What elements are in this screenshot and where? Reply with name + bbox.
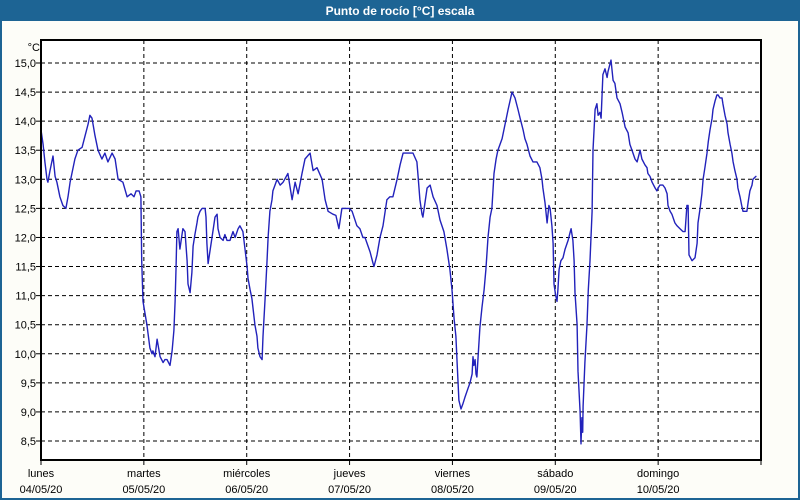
x-day-name-label: martes bbox=[127, 468, 161, 480]
y-tick-label: 11,5 bbox=[15, 262, 36, 274]
x-axis-labels: lunes 04/05/20 martes 05/05/20 miércoles 06/0… bbox=[20, 468, 680, 496]
horizontal-gridlines bbox=[41, 62, 761, 442]
x-day-name-label: sábado bbox=[537, 468, 573, 480]
vertical-gridlines bbox=[143, 40, 659, 460]
x-day-name-label: domingo bbox=[637, 468, 679, 480]
y-axis-unit-label: °C bbox=[28, 42, 40, 54]
y-tick-label: 14,0 bbox=[15, 116, 36, 128]
y-tick-label: 10,0 bbox=[15, 349, 36, 361]
y-tick-label: 10,5 bbox=[15, 320, 36, 332]
y-tick-label: 12,5 bbox=[15, 203, 36, 215]
y-tick-label: 8,5 bbox=[21, 436, 36, 448]
y-tick-marks bbox=[36, 62, 41, 442]
x-day-date-label: 10/05/20 bbox=[637, 484, 680, 496]
dew-point-line bbox=[40, 59, 757, 445]
y-tick-label: 9,0 bbox=[21, 407, 36, 419]
x-day-name-label: lunes bbox=[28, 468, 55, 480]
x-day-date-label: 08/05/20 bbox=[431, 484, 474, 496]
chart-title-bar: Punto de rocío [°C] escala bbox=[0, 0, 800, 21]
y-tick-label: 11,0 bbox=[15, 291, 36, 303]
y-tick-label: 15,0 bbox=[15, 58, 36, 70]
x-day-name-label: jueves bbox=[333, 468, 366, 480]
x-day-date-label: 04/05/20 bbox=[20, 484, 63, 496]
y-tick-label: 14,5 bbox=[15, 87, 36, 99]
x-day-date-label: 07/05/20 bbox=[328, 484, 371, 496]
x-day-date-label: 05/05/20 bbox=[122, 484, 165, 496]
plot-background bbox=[41, 40, 761, 460]
y-axis-labels: 15,0 14,5 14,0 13,5 13,0 12,5 12,0 11,5 11,0 10,5… bbox=[15, 58, 36, 448]
y-tick-label: 9,5 bbox=[21, 378, 36, 390]
x-day-date-label: 09/05/20 bbox=[534, 484, 577, 496]
y-tick-label: 13,5 bbox=[15, 145, 36, 157]
dew-point-line-chart: 15,0 14,5 14,0 13,5 13,0 12,5 12,0 11,5 11,0 10,5… bbox=[15, 39, 762, 496]
y-tick-label: 12,0 bbox=[15, 232, 36, 244]
x-tick-marks bbox=[40, 460, 762, 465]
chart-area: 15,0 14,5 14,0 13,5 13,0 12,5 12,0 11,5 11,0 10,5… bbox=[0, 21, 800, 500]
chart-title: Punto de rocío [°C] escala bbox=[325, 3, 475, 18]
x-day-name-label: miércoles bbox=[223, 468, 271, 480]
x-day-name-label: viernes bbox=[435, 468, 471, 480]
x-day-date-label: 06/05/20 bbox=[225, 484, 268, 496]
y-tick-label: 13,0 bbox=[15, 174, 36, 186]
plot-frame bbox=[40, 39, 762, 461]
